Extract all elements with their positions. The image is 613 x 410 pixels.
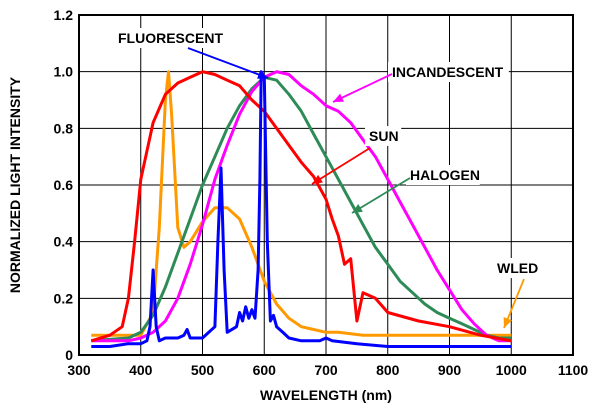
annotation-sun: SUN xyxy=(369,128,399,144)
x-tick-label: 500 xyxy=(191,362,215,378)
y-tick-label: 0 xyxy=(65,347,73,363)
series-line-sun xyxy=(90,70,512,343)
series-line-halogen xyxy=(91,75,512,343)
annotation-arrowhead-sun xyxy=(312,174,323,184)
plot-frame xyxy=(78,14,574,356)
annotation-bg-sun xyxy=(365,126,402,146)
series-line-incandescent xyxy=(91,70,512,343)
x-tick-label: 1000 xyxy=(496,362,527,378)
x-tick-label: 800 xyxy=(376,362,400,378)
y-tick-label: 0.2 xyxy=(54,290,74,306)
annotation-halogen: HALOGEN xyxy=(410,167,480,183)
y-axis-label: NORMALIZED LIGHT INTENSITY xyxy=(7,76,23,293)
y-tick-label: 0.4 xyxy=(54,234,74,250)
y-tick-label: 1.0 xyxy=(54,64,74,80)
annotation-arrowhead-wled xyxy=(503,317,512,328)
annotation-bg-wled xyxy=(493,258,539,278)
y-tick-label: 0.6 xyxy=(54,177,74,193)
series-line-fluorescent xyxy=(91,70,512,348)
series-lines xyxy=(90,70,512,348)
x-tick-label: 900 xyxy=(438,362,462,378)
x-axis-label: WAVELENGTH (nm) xyxy=(260,387,392,403)
y-tick-label: 0.8 xyxy=(54,120,74,136)
annotation-bg-halogen xyxy=(406,165,480,185)
annotation-arrow-sun xyxy=(311,147,371,185)
annotation-arrowhead-incandescent xyxy=(333,93,344,102)
x-tick-label: 1100 xyxy=(558,362,589,378)
annotation-arrowhead-halogen xyxy=(352,204,363,213)
annotation-wled: WLED xyxy=(497,260,538,276)
x-tick-label: 700 xyxy=(314,362,338,378)
annotation-bg-fluorescent xyxy=(114,28,226,48)
annotation-arrow-incandescent xyxy=(332,73,393,103)
y-tick-label: 1.2 xyxy=(54,7,74,23)
annotation-bg-incandescent xyxy=(388,62,509,82)
x-tick-label: 300 xyxy=(67,362,91,378)
x-tick-label: 400 xyxy=(129,362,153,378)
x-tick-label: 600 xyxy=(253,362,277,378)
series-annotations: FLUORESCENT INCANDESCENT SUN HALOGEN WLED xyxy=(114,28,539,329)
annotation-incandescent: INCANDESCENT xyxy=(392,64,504,80)
annotation-arrowhead-fluorescent xyxy=(257,70,268,79)
x-tick-labels: 300 400 500 600 700 800 900 1000 1100 xyxy=(67,362,588,378)
annotation-arrow-halogen xyxy=(351,177,411,214)
y-tick-labels: 0 0.2 0.4 0.6 0.8 1.0 1.2 xyxy=(54,7,74,363)
annotation-fluorescent: FLUORESCENT xyxy=(118,30,223,46)
annotation-arrow-fluorescent xyxy=(187,47,269,79)
